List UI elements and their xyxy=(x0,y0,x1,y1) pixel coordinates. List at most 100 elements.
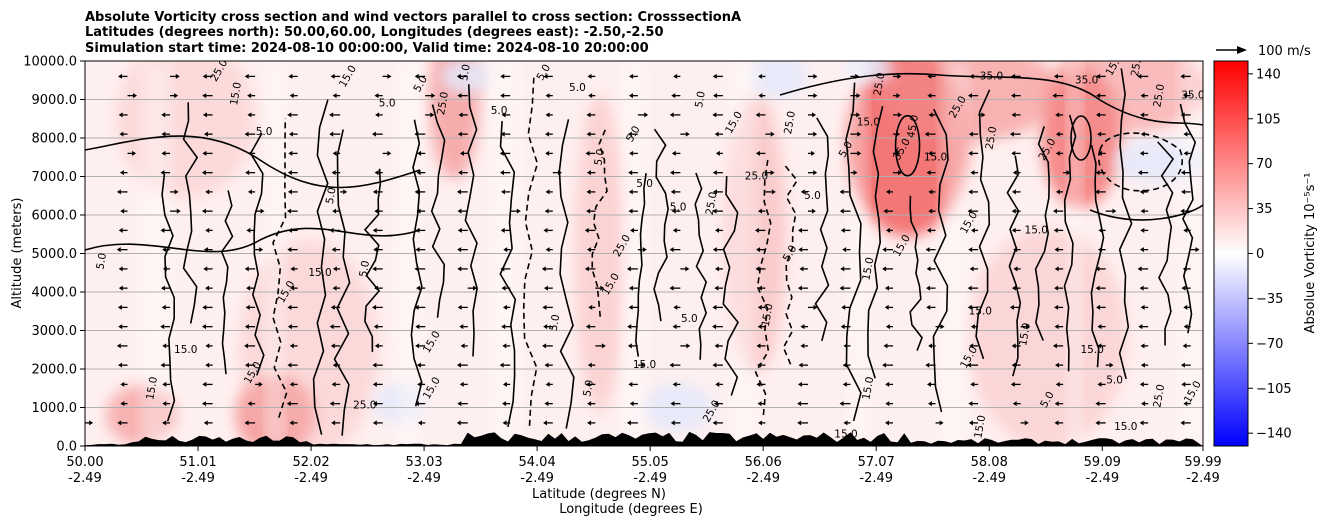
contour-label: 5.0 xyxy=(569,82,586,94)
wind-vector-head xyxy=(372,266,377,272)
wind-vector-head xyxy=(1180,420,1185,426)
wind-vector-head xyxy=(287,362,292,368)
positive-contour xyxy=(182,102,199,324)
wind-vector-head xyxy=(118,362,123,368)
wind-vector-head xyxy=(472,285,477,291)
y-tick-label: 7000.0 xyxy=(32,170,78,185)
x-tick-label-lon: -2.49 xyxy=(181,471,215,486)
wind-vector-head xyxy=(544,401,549,407)
wind-vector-head xyxy=(1097,150,1102,156)
x-tick-label-lon: -2.49 xyxy=(68,471,102,486)
colorbar-tick-label: 70 xyxy=(1256,157,1273,172)
wind-vector-head xyxy=(800,189,805,195)
wind-vector-head xyxy=(416,362,421,368)
wind-vector-head xyxy=(757,324,762,330)
y-tick-label: 2000.0 xyxy=(32,363,78,378)
title-line-2: Latitudes (degrees north): 50.00,60.00, … xyxy=(85,25,664,40)
wind-vector-head xyxy=(1139,150,1144,156)
wind-vector-head xyxy=(244,73,249,79)
wind-vector-head xyxy=(78,228,82,233)
wind-vector-head xyxy=(116,189,121,195)
contour-label: 5.0 xyxy=(357,260,372,279)
wind-vector-head xyxy=(205,285,210,291)
wind-vector-head xyxy=(1180,73,1185,79)
wind-vector-head xyxy=(332,150,337,156)
colorbar-tick-label: −140 xyxy=(1256,427,1292,442)
wind-vector-head xyxy=(545,189,550,195)
wind-vector-head xyxy=(813,73,818,79)
positive-contour xyxy=(85,227,421,253)
wind-vector-head xyxy=(1096,93,1101,99)
wind-vector-head xyxy=(118,324,123,330)
wind-vector-head xyxy=(628,170,633,176)
negative-contour xyxy=(754,158,772,416)
wind-vector-head xyxy=(331,247,336,253)
wind-vector-head xyxy=(162,401,167,407)
wind-vector-head xyxy=(1054,324,1059,330)
wind-vector-head xyxy=(1011,285,1016,291)
wind-vector-head xyxy=(1180,362,1185,368)
wind-vector-head xyxy=(672,227,677,233)
wind-vector-head xyxy=(1140,131,1145,137)
wind-vector-head xyxy=(332,362,337,368)
wind-vector-head xyxy=(672,324,677,330)
wind-vector-head xyxy=(1095,285,1100,291)
wind-vector-head xyxy=(712,362,717,368)
wind-vector-head xyxy=(642,247,647,253)
wind-vector-head xyxy=(545,150,550,156)
wind-vector-head xyxy=(502,304,507,310)
wind-vector-head xyxy=(924,131,929,137)
wind-vector-head xyxy=(800,324,805,330)
wind-vector-head xyxy=(669,362,674,368)
wind-vector-head xyxy=(373,247,378,253)
wind-vector-head xyxy=(670,189,675,195)
wind-vector-head xyxy=(671,150,676,156)
contour-label: 25.0 xyxy=(704,191,720,216)
x-tick-label-lat: 51.01 xyxy=(179,455,216,470)
wind-vector-head xyxy=(503,247,508,253)
contour-label: 15.0 xyxy=(924,151,947,163)
wind-vector-head xyxy=(685,266,690,272)
wind-vector-head xyxy=(939,420,944,426)
wind-vector-head xyxy=(247,401,252,407)
contour-label: 5.0 xyxy=(670,201,687,213)
positive-contour xyxy=(161,173,176,422)
wind-vector-head xyxy=(372,227,377,233)
wind-vector-head xyxy=(925,362,930,368)
wind-vector-head xyxy=(117,420,122,426)
contour-label: 15.0 xyxy=(760,303,776,328)
wind-vector-head xyxy=(586,170,591,176)
contour-label: 25.0 xyxy=(745,171,768,183)
wind-vector-head xyxy=(247,150,252,156)
wind-vector-head xyxy=(176,208,181,214)
wind-vector-head xyxy=(840,266,845,272)
x-tick-label-lat: 53.03 xyxy=(405,455,442,470)
wind-vector-head xyxy=(161,150,166,156)
wind-vector-head xyxy=(542,343,547,349)
wind-vector-head xyxy=(545,381,550,387)
wind-vector-head xyxy=(203,247,208,253)
wind-vector-head xyxy=(712,420,717,426)
wind-vector-head xyxy=(671,208,676,214)
wind-vector-head xyxy=(644,112,649,118)
wind-vector-head xyxy=(886,227,891,233)
colorbar-gradient xyxy=(1213,60,1249,447)
wind-vector-head xyxy=(329,324,334,330)
x-tick-label-lat: 57.07 xyxy=(858,455,895,470)
contour-label: 35.0 xyxy=(1075,74,1098,86)
wind-vector-head xyxy=(374,170,379,176)
wind-vector-head xyxy=(372,189,377,195)
colorbar-tick-label: 35 xyxy=(1256,202,1273,217)
wind-vector-head xyxy=(927,401,932,407)
wind-vector-head xyxy=(586,112,591,118)
wind-vector-head xyxy=(926,285,931,291)
wind-vector-head xyxy=(244,266,249,272)
wind-vector-head xyxy=(840,227,845,233)
wind-vector-head xyxy=(415,343,420,349)
contour-label: 15.0 xyxy=(834,428,857,440)
wind-vector-head xyxy=(1012,401,1017,407)
contour-label: 45.0 xyxy=(905,114,921,139)
wind-vector-head xyxy=(839,208,844,214)
wind-vector-head xyxy=(457,266,462,272)
wind-vector-head xyxy=(417,420,422,426)
